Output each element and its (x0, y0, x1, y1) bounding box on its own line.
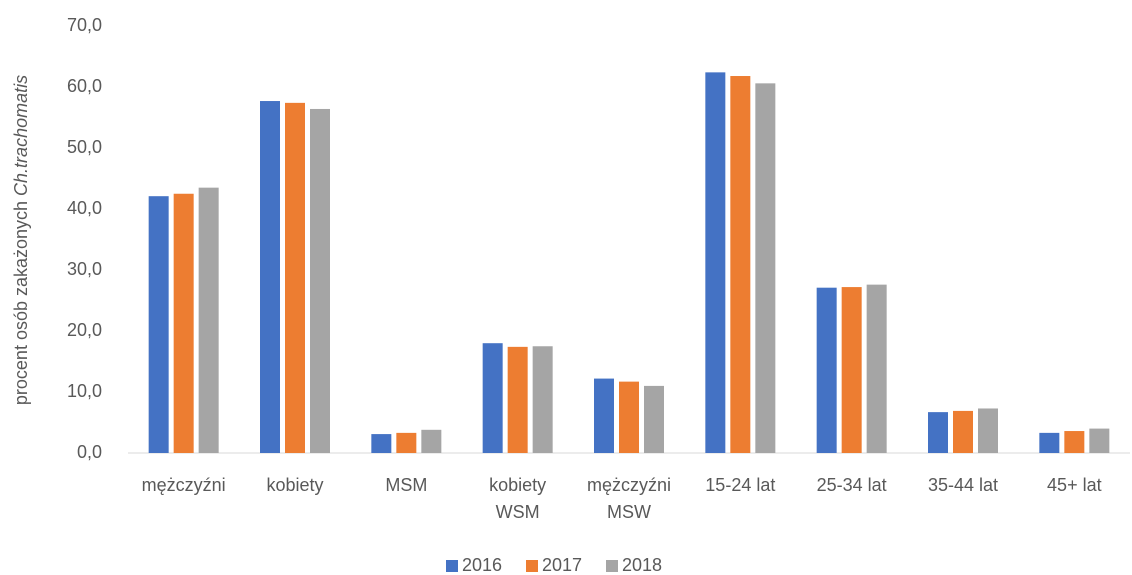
x-tick-label-line: 45+ lat (1047, 475, 1102, 495)
x-tick-label-line: kobiety (489, 475, 546, 495)
x-tick-label-line: mężczyźni (142, 475, 226, 495)
x-tick-label-line: 15-24 lat (705, 475, 775, 495)
bar (260, 101, 280, 453)
bar (866, 284, 887, 453)
x-tick-label: mężczyźni (142, 475, 226, 495)
bar (1039, 432, 1060, 453)
bar (371, 434, 392, 453)
x-tick-label: MSM (385, 475, 427, 495)
x-tick-label-line: MSM (385, 475, 427, 495)
x-tick-label: 15-24 lat (705, 475, 775, 495)
bar (1064, 431, 1085, 453)
bar (841, 287, 862, 453)
legend-swatch (606, 560, 618, 572)
bar (482, 343, 503, 453)
x-tick-label: 25-34 lat (817, 475, 887, 495)
x-tick-label: kobiety WSM (489, 475, 546, 522)
x-tick-label-line: MSW (607, 502, 651, 522)
bar (148, 196, 169, 453)
y-tick-label: 50,0 (67, 137, 102, 157)
y-axis-label: procent osób zakażonych Ch.trachomatis (11, 75, 31, 405)
bar (619, 381, 639, 453)
y-axis-label-italic: Ch.trachomatis (11, 75, 31, 196)
bar (644, 385, 664, 453)
legend-swatch (446, 560, 458, 572)
bar (816, 287, 837, 453)
x-tick-label-line: kobiety (266, 475, 323, 495)
bar (310, 108, 330, 454)
legend-swatch (526, 560, 538, 572)
bar (953, 410, 973, 453)
bar (978, 408, 998, 453)
x-tick-label: mężczyźni MSW (587, 475, 671, 522)
bar (421, 429, 442, 453)
bar (198, 187, 219, 453)
y-tick-label: 0,0 (77, 442, 102, 462)
legend-label: 2017 (542, 555, 582, 575)
x-tick-label-line: mężczyźni (587, 475, 671, 495)
bar (507, 346, 528, 453)
bar (285, 102, 305, 454)
bar (594, 378, 614, 453)
bar (705, 72, 726, 454)
bar (730, 76, 751, 454)
bar (755, 83, 776, 453)
x-tick-label-line: 25-34 lat (817, 475, 887, 495)
x-tick-label: 35-44 lat (928, 475, 998, 495)
legend-label: 2018 (622, 555, 662, 575)
x-tick-label: 45+ lat (1047, 475, 1102, 495)
y-tick-label: 40,0 (67, 198, 102, 218)
bar (532, 346, 553, 453)
bar (928, 412, 948, 453)
bar (173, 193, 194, 453)
x-tick-label-line: WSM (496, 502, 540, 522)
y-tick-label: 20,0 (67, 320, 102, 340)
y-tick-label: 60,0 (67, 76, 102, 96)
y-tick-label: 70,0 (67, 15, 102, 35)
y-tick-label: 10,0 (67, 381, 102, 401)
legend-label: 2016 (462, 555, 502, 575)
y-tick-label: 30,0 (67, 259, 102, 279)
x-tick-label-line: 35-44 lat (928, 475, 998, 495)
bar (396, 432, 417, 453)
y-axis-label-text: procent osób zakażonych (11, 201, 31, 405)
x-tick-label: kobiety (266, 475, 323, 495)
bar (1089, 428, 1110, 453)
